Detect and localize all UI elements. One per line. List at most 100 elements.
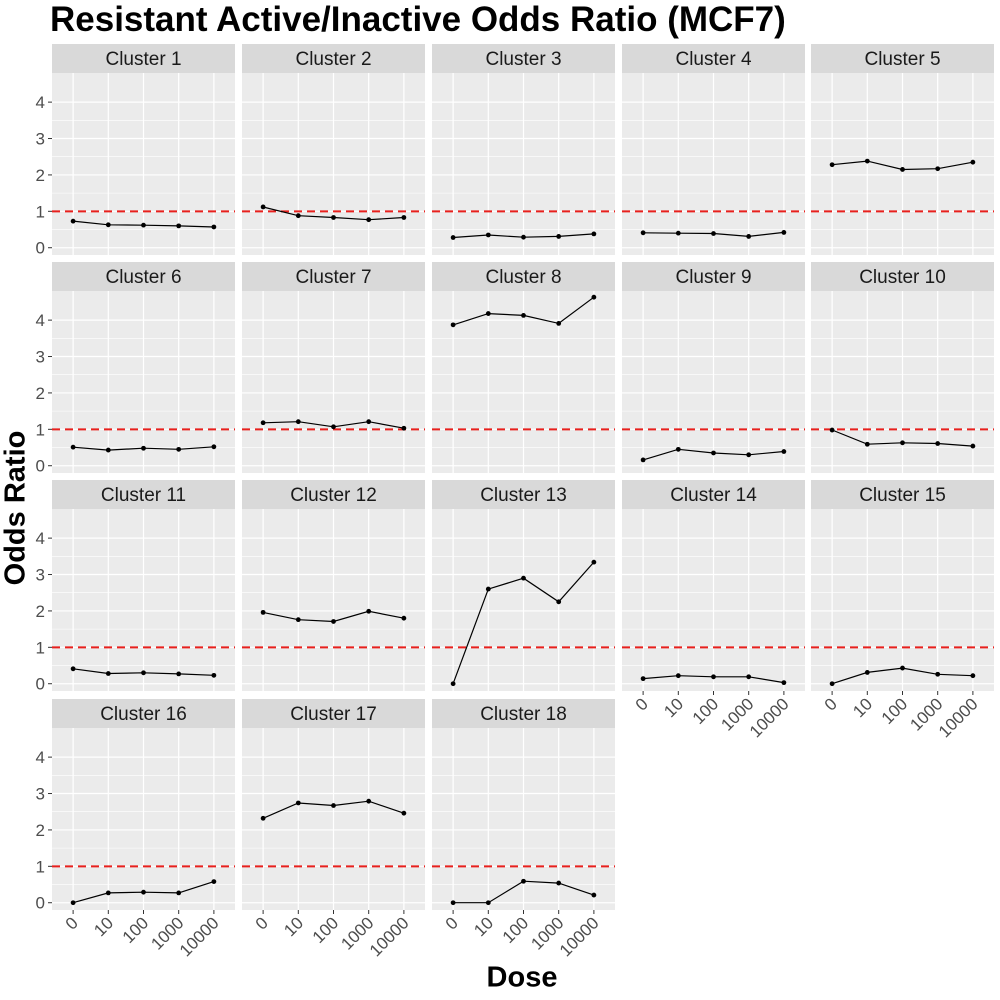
facet-panel: Cluster 9 <box>622 262 805 473</box>
data-point <box>829 427 835 433</box>
data-point <box>211 224 217 230</box>
data-point <box>260 204 266 210</box>
data-point <box>331 619 336 624</box>
data-point <box>260 420 266 426</box>
y-tick-label: 3 <box>36 566 45 585</box>
data-point <box>485 311 491 316</box>
data-point <box>366 798 372 804</box>
y-tick-label: 4 <box>36 311 45 330</box>
facet-strip-label: Cluster 11 <box>101 485 186 506</box>
data-point <box>176 223 182 229</box>
data-point <box>864 670 870 675</box>
y-tick-label: 0 <box>36 239 45 258</box>
data-point <box>675 673 681 679</box>
facet-strip-label: Cluster 7 <box>295 267 371 288</box>
x-tick-label: 0 <box>821 694 841 714</box>
data-point <box>211 879 217 885</box>
data-point <box>331 424 336 430</box>
data-point <box>711 674 716 680</box>
facet-strip <box>432 262 615 291</box>
facet-strip-label: Cluster 9 <box>675 267 751 288</box>
data-point <box>970 443 976 449</box>
x-tick-label: 100 <box>878 694 911 727</box>
facet-strip <box>432 480 615 509</box>
x-tick-label: 10000 <box>746 694 793 741</box>
facet-strip-label: Cluster 2 <box>295 49 371 70</box>
x-tick-label: 100 <box>689 694 722 727</box>
facet-strip-label: Cluster 5 <box>864 49 940 70</box>
y-tick-label: 3 <box>36 348 45 367</box>
data-point <box>746 674 752 680</box>
facet-strip-label: Cluster 3 <box>485 49 561 70</box>
x-tick-label: 0 <box>62 913 82 933</box>
facet-strip-label: Cluster 17 <box>290 704 377 725</box>
facet-strip-label: Cluster 13 <box>480 485 567 506</box>
facet-panel: Cluster 10 <box>811 262 994 473</box>
data-point <box>450 235 456 240</box>
data-point <box>711 450 716 456</box>
facet-panel: Cluster 6 0 1 2 3 4 <box>36 262 235 476</box>
facet-panel: Cluster 13 <box>432 480 615 691</box>
y-tick-label: 1 <box>36 638 45 657</box>
data-point <box>781 230 787 235</box>
data-point <box>366 608 372 614</box>
facet-strip <box>52 699 235 728</box>
data-point <box>556 320 562 326</box>
facet-strip-label: Cluster 1 <box>105 49 181 70</box>
y-tick-label: 1 <box>36 857 45 876</box>
x-tick-label: 10 <box>90 913 117 940</box>
x-tick-label: 10000 <box>935 694 982 741</box>
x-tick-label: 10 <box>849 694 876 721</box>
data-point <box>485 586 491 592</box>
data-point <box>450 900 456 906</box>
facet-strip <box>52 262 235 291</box>
data-point <box>640 457 646 463</box>
facet-strip <box>622 262 805 291</box>
y-tick-label: 0 <box>36 457 45 476</box>
data-point <box>485 900 491 906</box>
facet-strip <box>432 44 615 73</box>
data-point <box>141 889 146 895</box>
data-point <box>556 234 562 239</box>
y-tick-label: 4 <box>36 529 45 548</box>
data-point <box>260 609 266 615</box>
data-point <box>781 680 787 686</box>
facet-strip <box>811 44 994 73</box>
y-tick-label: 3 <box>36 130 45 149</box>
data-point <box>105 222 111 228</box>
y-tick-label: 0 <box>36 675 45 694</box>
facet-strip-label: Cluster 10 <box>859 267 946 288</box>
facet-panel: Cluster 3 <box>432 44 615 255</box>
data-point <box>211 672 217 678</box>
facet-strip <box>52 44 235 73</box>
data-point <box>521 575 526 581</box>
data-point <box>556 599 562 605</box>
data-point <box>141 445 146 451</box>
data-point <box>900 167 905 172</box>
facet-panel: Cluster 8 <box>432 262 615 473</box>
data-point <box>105 447 111 453</box>
data-point <box>900 665 905 671</box>
x-tick-label: 10 <box>280 913 307 940</box>
data-point <box>295 800 301 806</box>
facet-panel: Cluster 1 0 1 2 3 4 <box>36 44 235 258</box>
data-point <box>521 234 526 240</box>
y-tick-label: 1 <box>36 420 45 439</box>
data-point <box>640 230 646 236</box>
data-point <box>70 900 76 906</box>
data-point <box>295 213 301 219</box>
data-point <box>105 671 111 676</box>
facet-strip <box>242 699 425 728</box>
y-tick-label: 2 <box>36 602 45 621</box>
data-point <box>366 217 372 223</box>
data-point <box>521 312 526 318</box>
facet-strip <box>622 480 805 509</box>
data-point <box>591 559 597 565</box>
data-point <box>450 681 456 687</box>
data-point <box>591 892 597 898</box>
